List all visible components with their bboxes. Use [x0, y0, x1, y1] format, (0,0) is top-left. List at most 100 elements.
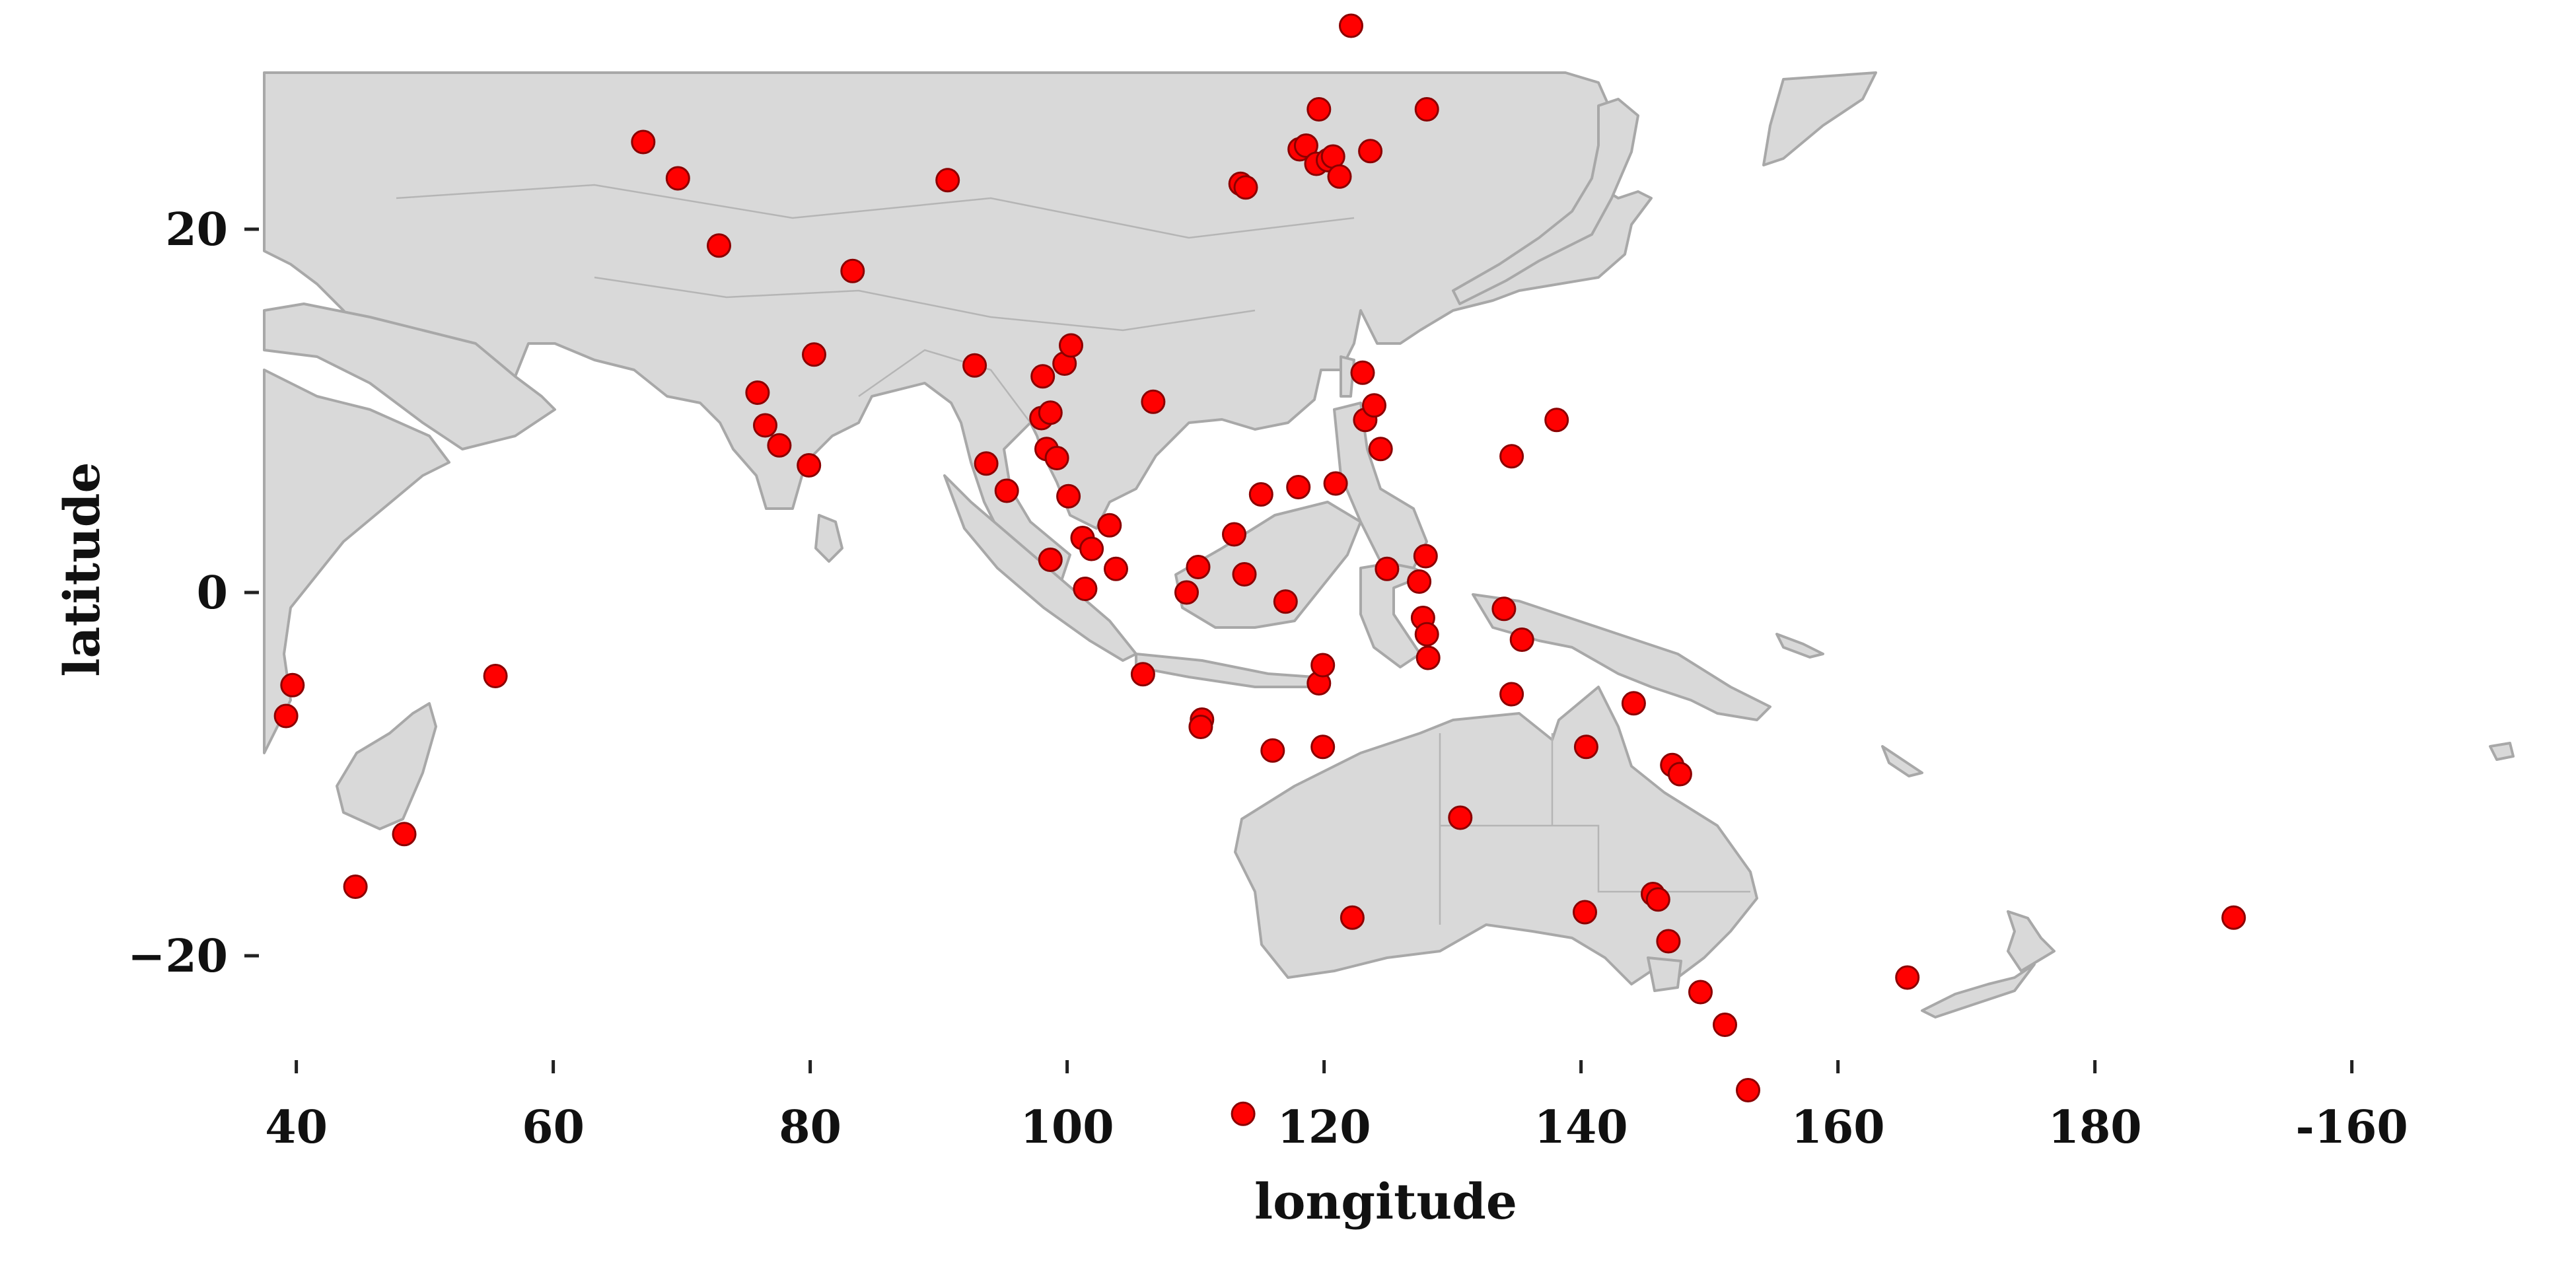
site-marker [1231, 1101, 1256, 1126]
site-marker [1174, 580, 1199, 605]
sri-lanka-island [814, 514, 843, 563]
x-tick-label: 180 [2048, 1101, 2142, 1154]
site-marker [1499, 682, 1524, 707]
y-tick-label: −20 [127, 930, 228, 983]
y-tick-label: 20 [165, 203, 228, 256]
site-marker [1645, 887, 1670, 912]
site-marker [767, 433, 792, 458]
site-marker [1323, 471, 1348, 496]
site-marker [1375, 556, 1400, 581]
site-marker [1222, 522, 1246, 547]
site-marker [483, 664, 508, 688]
kamchatka-peninsula [1762, 71, 1877, 166]
site-marker [1260, 738, 1285, 763]
site-marker [1293, 133, 1318, 158]
site-marker [665, 166, 690, 191]
fiji-islands [2489, 742, 2515, 761]
site-marker [1141, 389, 1166, 414]
tasmania-island [1647, 956, 1682, 992]
borneo-island [1174, 501, 1362, 629]
site-marker [273, 703, 299, 729]
x-tick-label: 40 [265, 1101, 328, 1154]
site-marker [840, 258, 865, 283]
site-marker [707, 233, 731, 258]
site-marker [1621, 691, 1646, 716]
site-marker [1573, 900, 1597, 925]
site-marker [1407, 569, 1432, 594]
site-marker [1059, 333, 1083, 358]
solomon-islands [1775, 633, 1824, 659]
site-marker [1656, 929, 1681, 954]
site-marker [1358, 139, 1383, 164]
x-tick-label: 80 [779, 1101, 841, 1154]
site-marker [1362, 393, 1386, 418]
site-marker [745, 380, 770, 405]
site-marker [1310, 734, 1336, 760]
site-marker [1339, 13, 1363, 38]
x-tick-label: 160 [1791, 1101, 1885, 1154]
country-borders [396, 184, 1750, 925]
map-plot-area [263, 13, 2515, 1126]
arabian-peninsula [263, 303, 556, 450]
x-axis-title: longitude [1254, 1174, 1517, 1231]
site-marker [1130, 662, 1155, 687]
site-marker [994, 478, 1019, 503]
site-marker [392, 822, 417, 847]
madagascar-island [336, 702, 437, 830]
site-marker [1544, 408, 1569, 433]
new-zealand-north-island [2007, 910, 2056, 972]
site-marker [1030, 364, 1055, 389]
y-tick-label: 0 [197, 567, 228, 620]
site-marker [1340, 905, 1365, 930]
site-markers [273, 13, 2246, 1126]
site-marker [935, 168, 960, 193]
site-marker [343, 875, 368, 899]
site-marker [1667, 762, 1692, 787]
site-marker [2221, 905, 2246, 930]
x-tick-label: 120 [1277, 1101, 1371, 1154]
site-marker [1448, 805, 1473, 830]
taiwan-island [1340, 355, 1355, 398]
site-marker [1306, 97, 1332, 122]
new-caledonia-island [1881, 745, 1923, 777]
x-axis: 40 60 80 100 120 140 160 180 -160 [265, 1060, 2408, 1154]
site-marker [1688, 980, 1713, 1005]
site-marker [1233, 175, 1258, 200]
site-marker [1079, 536, 1104, 561]
australia-landmass [1234, 686, 1758, 985]
site-marker [1414, 622, 1439, 647]
site-marker [1310, 653, 1336, 678]
site-marker [1273, 589, 1298, 614]
site-marker [753, 413, 777, 438]
site-marker [962, 353, 987, 378]
java-island [1135, 653, 1316, 688]
x-tick-label: 140 [1534, 1101, 1628, 1154]
eurasia-landmass [263, 71, 1653, 596]
site-marker [1368, 437, 1393, 462]
x-tick-label: -160 [2296, 1101, 2408, 1154]
site-marker [1232, 562, 1257, 587]
site-marker [1038, 400, 1063, 425]
site-marker [1097, 513, 1122, 538]
site-marker [1186, 555, 1211, 579]
x-tick-label: 60 [522, 1101, 585, 1154]
philippines-islands [1333, 402, 1428, 569]
site-marker [1188, 715, 1213, 739]
new-guinea-island [1472, 593, 1771, 721]
y-axis: 40200−20−40 [127, 203, 259, 983]
site-marker [1286, 475, 1311, 499]
x-tick-label: 100 [1020, 1101, 1114, 1154]
site-marker [1491, 596, 1517, 622]
site-marker [1044, 446, 1069, 470]
y-axis-title: latitude [54, 462, 111, 676]
site-marker [797, 453, 822, 478]
land-masses [263, 71, 2515, 1019]
site-marker [1413, 544, 1438, 569]
site-marker [974, 451, 999, 476]
new-zealand-south-island [1921, 963, 2036, 1019]
site-marker [631, 129, 656, 155]
site-marker [280, 672, 305, 698]
site-marker [1414, 97, 1439, 122]
site-marker [1056, 483, 1081, 509]
